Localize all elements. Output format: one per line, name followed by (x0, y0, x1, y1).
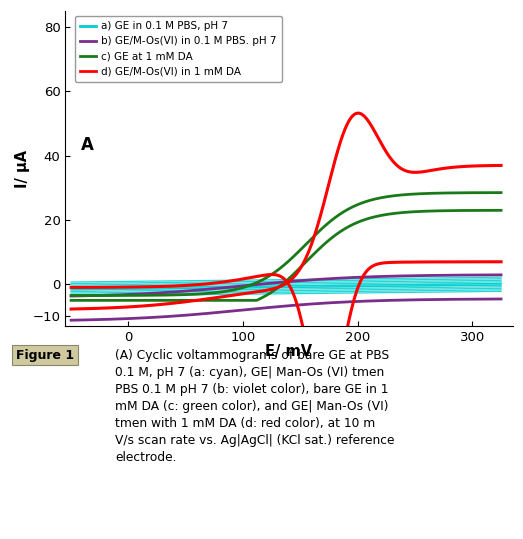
Text: Figure 1: Figure 1 (16, 349, 74, 362)
X-axis label: E/ mV: E/ mV (265, 344, 313, 359)
Legend: a) GE in 0.1 M PBS, pH 7, b) GE/M-Os(VI) in 0.1 M PBS. pH 7, c) GE at 1 mM DA, d: a) GE in 0.1 M PBS, pH 7, b) GE/M-Os(VI)… (75, 16, 282, 82)
Y-axis label: I/ μA: I/ μA (15, 149, 30, 188)
Text: (A) Cyclic voltammograms of bare GE at PBS
0.1 M, pH 7 (a: cyan), GE| Man-Os (VI: (A) Cyclic voltammograms of bare GE at P… (115, 349, 394, 464)
Text: A: A (81, 135, 94, 154)
